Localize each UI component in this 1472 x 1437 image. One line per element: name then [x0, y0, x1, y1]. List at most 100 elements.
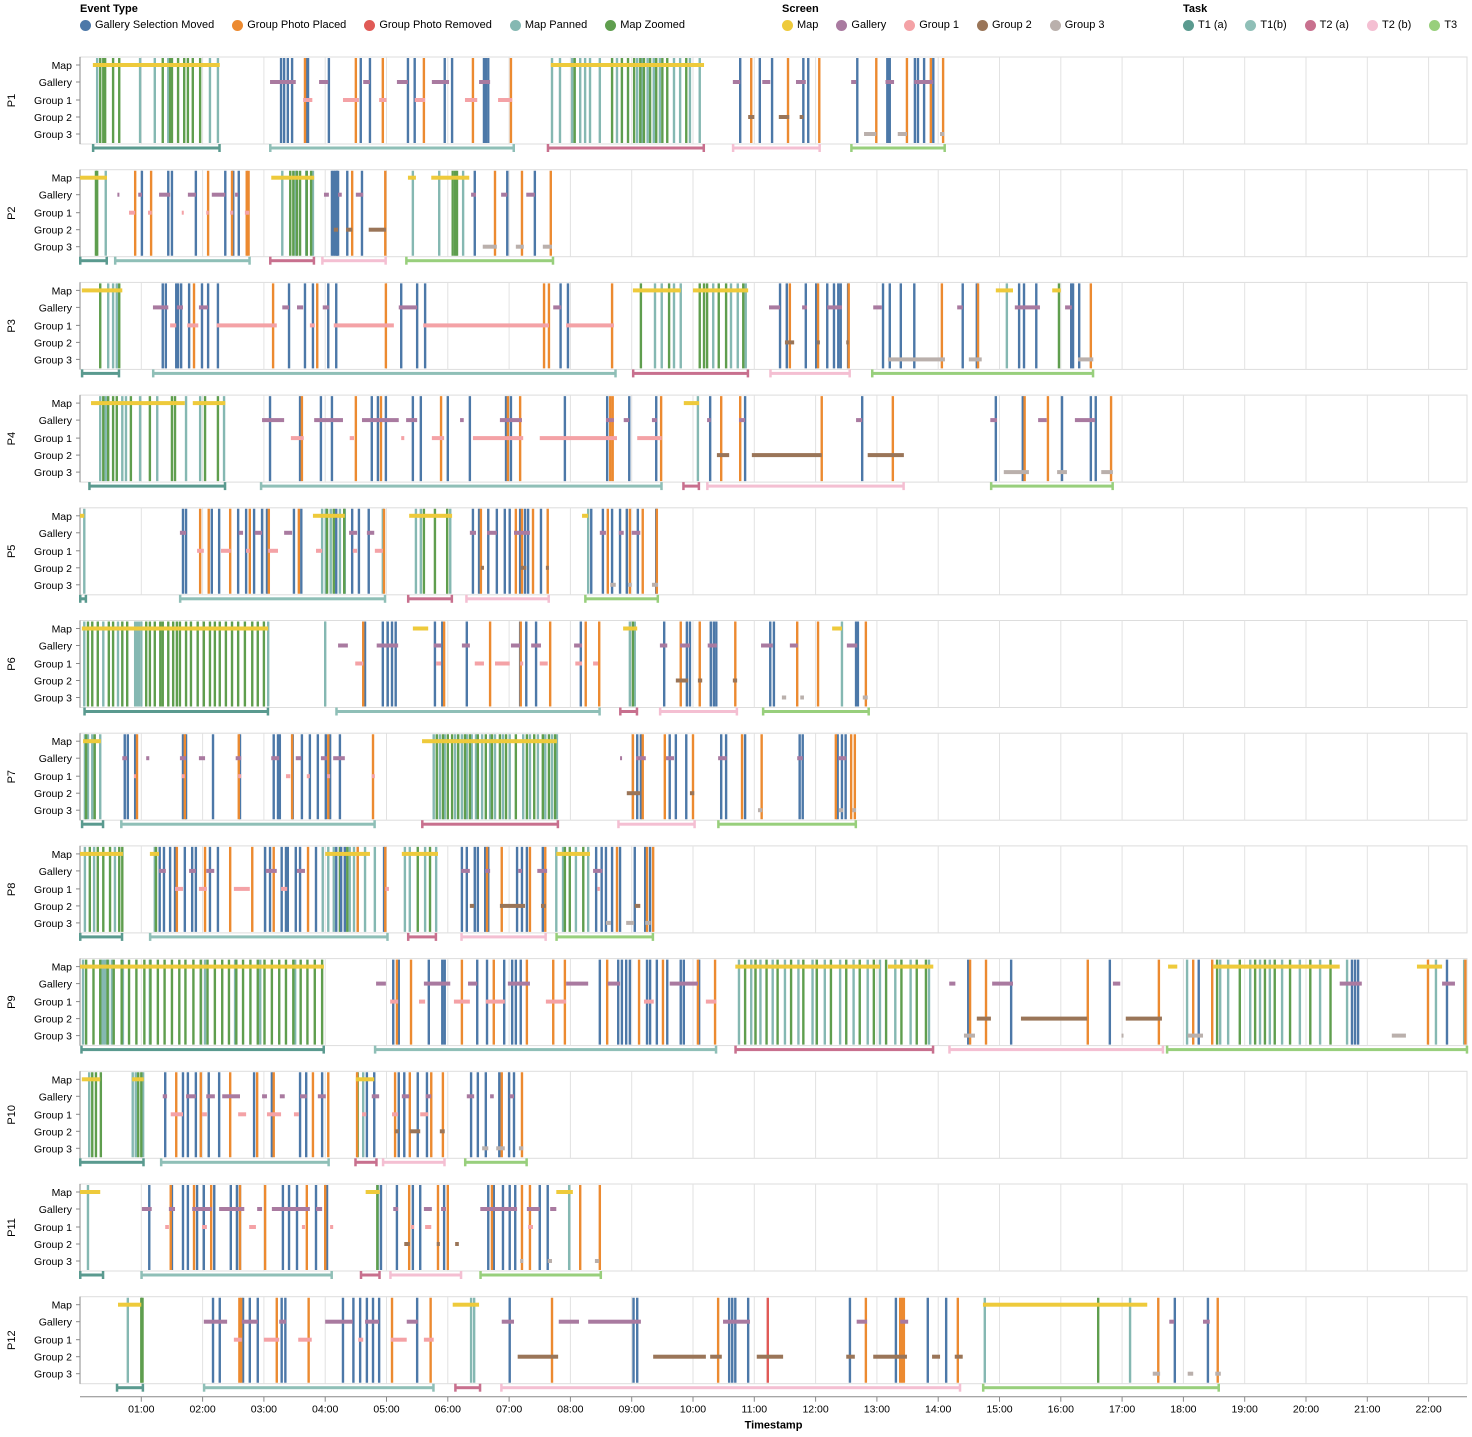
task-bar-start-cap: [79, 1271, 82, 1279]
participant-label: P3: [6, 319, 18, 332]
screen-segment-gallery: [179, 756, 187, 761]
task-bar: [80, 369, 121, 378]
screen-segment-group-3: [547, 1259, 553, 1263]
screen-segment-gallery: [297, 305, 304, 310]
participant-label: P4: [6, 432, 18, 445]
task-bar-end-cap: [101, 820, 105, 829]
task-bar-line: [407, 935, 437, 939]
facet-p6: Map Gallery Group 1 Group 2 Group 3 P6: [6, 620, 1468, 716]
task-bar-line: [464, 1160, 527, 1164]
screen-segment-gallery: [433, 643, 442, 648]
y-tick-label: Gallery: [39, 866, 73, 878]
task-bar-start-cap: [421, 820, 424, 829]
screen-segment-gallery: [469, 530, 476, 535]
screen-segment-gallery: [1339, 981, 1362, 986]
screen-segment-gallery: [211, 192, 226, 197]
task-legend-item: T2 (b): [1366, 19, 1411, 31]
y-tick-label: Map: [52, 60, 73, 72]
screen-segment-gallery: [338, 643, 348, 648]
screen-segment-gallery: [526, 192, 535, 197]
task-bar-end-cap: [101, 1271, 105, 1279]
legend-label: Group 1: [919, 19, 959, 31]
task-bar-start-cap: [682, 482, 685, 491]
task-bar-line: [632, 371, 749, 375]
screen-segment-group-1: [220, 548, 231, 553]
task-bar: [79, 932, 124, 941]
screen-segment-gallery: [319, 80, 329, 84]
screen-segment-gallery: [406, 418, 418, 423]
screen-segment-gallery: [838, 756, 847, 761]
screen-segment-group-2: [346, 227, 353, 232]
screen-segment-gallery: [141, 1207, 152, 1211]
screen-segment-group-3: [1101, 470, 1113, 475]
screen-segment-gallery: [518, 868, 522, 873]
task-bar-line: [762, 710, 869, 713]
screen-segment-group-1: [181, 774, 185, 779]
task-bar: [151, 369, 617, 378]
screen-segment-gallery: [479, 80, 491, 84]
screen-segment-gallery: [599, 530, 606, 535]
task-bar: [463, 1158, 528, 1167]
task-bar-start-cap: [83, 707, 86, 716]
task-bar-line: [160, 1160, 329, 1164]
screen-segment-group-1: [392, 1112, 399, 1117]
legend-swatch-icon: [1183, 19, 1194, 31]
y-tick-label: Group 1: [34, 997, 72, 1009]
task-bar-start-cap: [465, 594, 468, 603]
legend-label: Map Panned: [524, 19, 588, 31]
screen-segment-gallery: [159, 192, 171, 197]
screen-segment-group-3: [1057, 470, 1067, 475]
screen-segment-gallery: [827, 305, 842, 310]
screen-segment-group-3: [1187, 1033, 1204, 1038]
task-bar: [359, 1271, 381, 1279]
y-tick-label: Map: [52, 1074, 73, 1086]
task-bar-start-cap: [91, 144, 95, 152]
task-bar-line: [620, 710, 638, 713]
task-bar-line: [203, 1386, 434, 1390]
task-bar-start-cap: [359, 1271, 363, 1279]
screen-segment-group-2: [748, 115, 755, 119]
task-bar-line: [121, 822, 375, 826]
screen-segment-group-3: [1121, 1033, 1124, 1038]
task-bar: [546, 144, 706, 152]
legend-title: Screen: [782, 3, 819, 15]
task-bar: [454, 1383, 482, 1392]
screen-segment-gallery: [885, 80, 895, 84]
screen-segment-group-1: [418, 999, 426, 1004]
screen-segment-gallery: [262, 1094, 267, 1099]
screen-segment-group-1: [472, 436, 524, 441]
screen-segment-group-1: [566, 323, 614, 328]
screen-segment-gallery: [219, 1207, 245, 1211]
task-bar: [619, 707, 639, 716]
y-tick-label: Map: [52, 285, 73, 297]
screen-segment-group-1: [187, 323, 199, 328]
task-bar-start-cap: [202, 1383, 206, 1392]
screen-segment-group-1: [411, 1225, 415, 1229]
y-tick-label: Group 1: [34, 546, 72, 558]
screen-segment-gallery: [856, 1319, 868, 1324]
task-bar-end-cap: [443, 1158, 446, 1167]
screen-segment-gallery: [423, 1207, 432, 1211]
screen-segment-gallery: [265, 868, 277, 873]
screen-segment-gallery: [795, 80, 806, 84]
task-bar-start-cap: [80, 369, 84, 378]
task-bar-line: [80, 1273, 104, 1277]
task-bar-end-cap: [660, 482, 663, 491]
y-tick-label: Group 1: [34, 1109, 72, 1121]
screen-legend-item: Gallery: [836, 19, 886, 31]
participant-label: P10: [6, 1105, 18, 1125]
task-bar-start-cap: [479, 1271, 482, 1279]
screen-segment-group-1: [485, 999, 505, 1004]
screen-segment-gallery: [1442, 981, 1455, 986]
screen-segment-group-2: [540, 903, 546, 908]
task-bar-start-cap: [555, 932, 558, 941]
screen-segment-gallery: [262, 418, 285, 423]
task-bar-end-cap: [1111, 482, 1114, 491]
screen-segment-gallery: [257, 1207, 263, 1211]
screen-segment-gallery: [574, 643, 583, 648]
task-bar-end-cap: [512, 144, 516, 152]
screen-segment-group-2: [799, 115, 804, 119]
screen-segment-group-1: [238, 774, 242, 779]
screen-segment-gallery: [323, 192, 329, 197]
task-bar-line: [336, 710, 600, 713]
